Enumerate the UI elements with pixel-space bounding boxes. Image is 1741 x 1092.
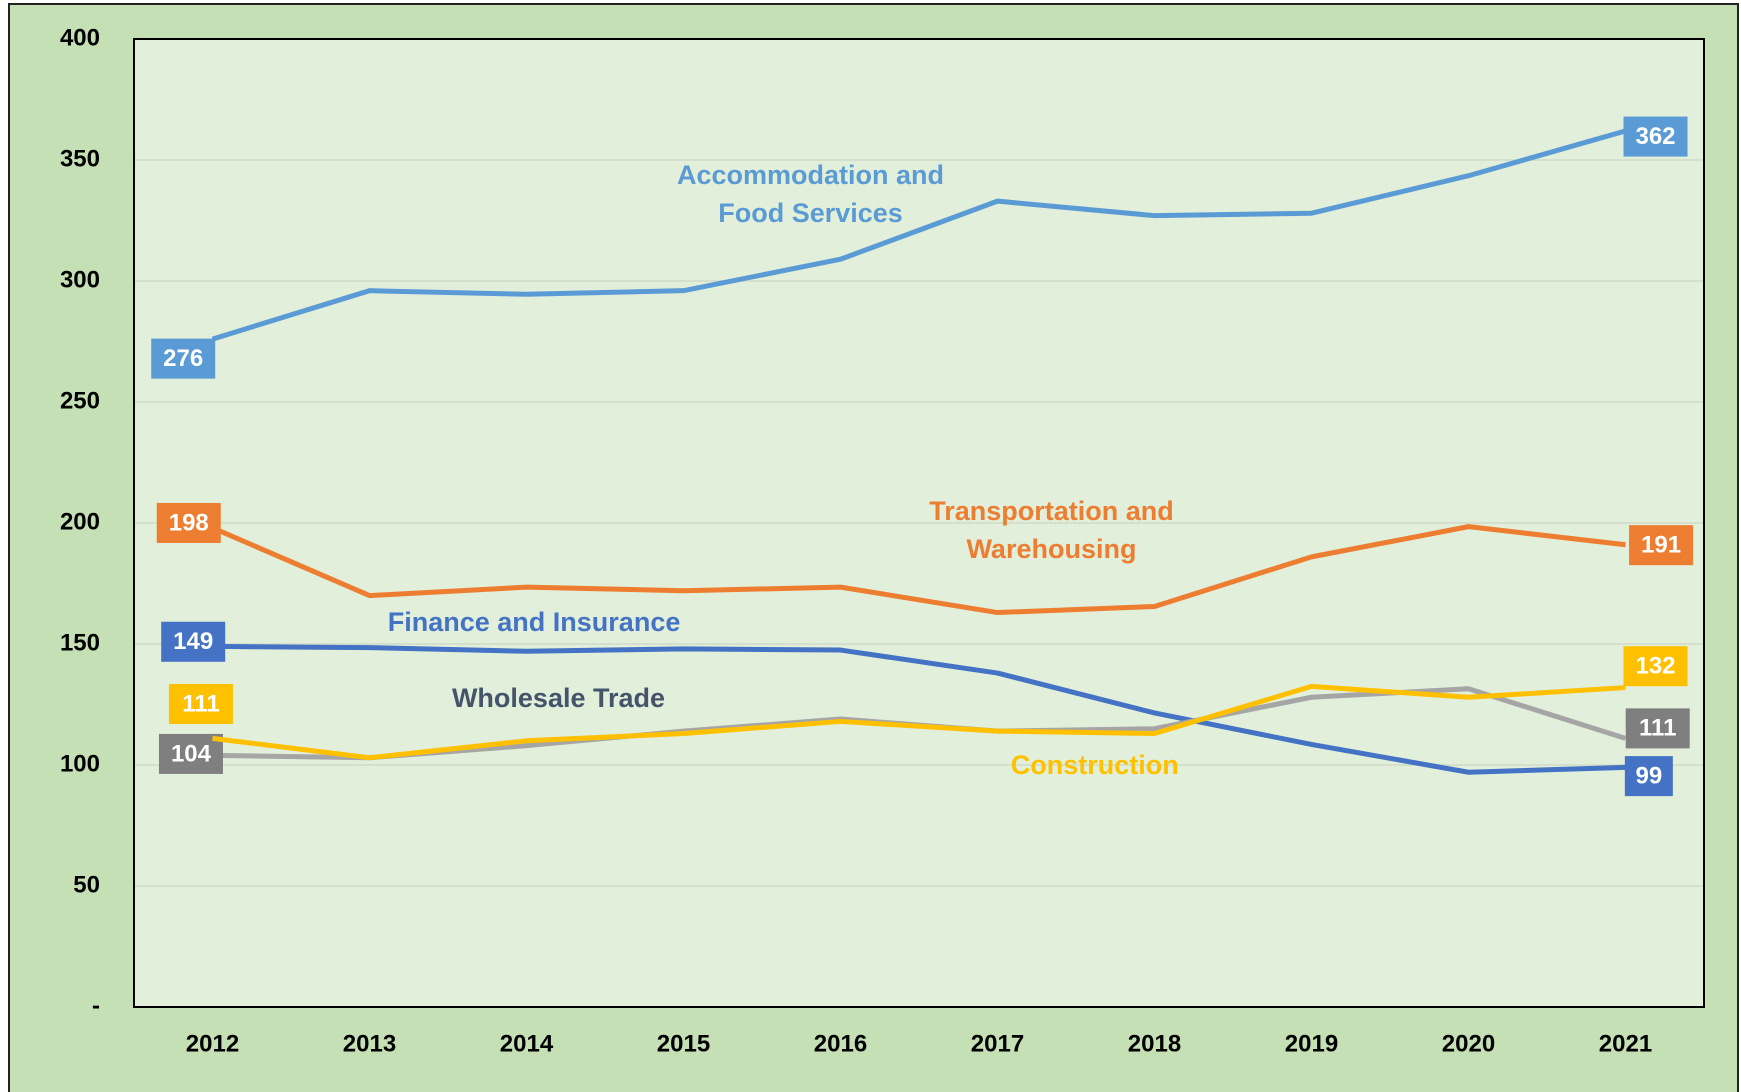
series-name: Construction xyxy=(1010,750,1179,781)
series-name: Transportation and Warehousing xyxy=(929,495,1174,564)
data-label: 99 xyxy=(1635,762,1662,789)
x-tick-label: 2013 xyxy=(343,1030,396,1057)
x-tick-label: 2016 xyxy=(814,1030,867,1057)
data-label-box xyxy=(1629,525,1694,566)
data-label-box xyxy=(1624,756,1673,797)
data-label-box xyxy=(151,338,216,379)
y-tick-label: 300 xyxy=(60,266,100,293)
x-tick-label: 2014 xyxy=(500,1030,554,1057)
x-tick-label: 2020 xyxy=(1442,1030,1495,1057)
plot-border xyxy=(133,38,1705,1008)
y-tick-label: 150 xyxy=(60,629,100,656)
x-tick-label: 2018 xyxy=(1128,1030,1181,1057)
data-label-box xyxy=(168,683,233,724)
x-tick-label: 2015 xyxy=(657,1030,710,1057)
data-label-box xyxy=(1625,708,1690,749)
data-label-box xyxy=(1623,646,1688,687)
x-tick-label: 2021 xyxy=(1599,1030,1652,1057)
series-line xyxy=(212,643,1626,775)
data-label-box xyxy=(161,621,226,662)
y-tick-label: 100 xyxy=(60,750,100,777)
y-tick-label: 200 xyxy=(60,508,100,535)
data-label: 191 xyxy=(1641,532,1681,559)
data-label: 198 xyxy=(169,509,209,536)
y-tick-label: 250 xyxy=(60,387,100,414)
y-tick-label: 400 xyxy=(60,24,100,51)
x-tick-label: 2019 xyxy=(1285,1030,1338,1057)
series-line xyxy=(211,128,1627,342)
data-label-box xyxy=(1623,116,1688,157)
series-line xyxy=(212,683,1626,761)
series-name: Finance and Insurance xyxy=(387,606,681,637)
y-tick-label: - xyxy=(92,992,100,1019)
y-tick-label: 50 xyxy=(73,871,100,898)
y-tick-label: 350 xyxy=(60,145,100,172)
series-name: Wholesale Trade xyxy=(451,683,666,714)
x-tick-label: 2012 xyxy=(186,1030,239,1057)
data-label: 132 xyxy=(1635,653,1675,680)
data-label: 104 xyxy=(171,740,212,767)
data-label-box xyxy=(156,502,221,543)
series-name: Accommodation and Food Services xyxy=(677,160,945,229)
series-line xyxy=(211,524,1626,616)
x-tick-label: 2017 xyxy=(971,1030,1024,1057)
data-label: 149 xyxy=(173,628,213,655)
data-label: 111 xyxy=(1639,715,1676,742)
data-label: 111 xyxy=(182,690,219,717)
data-label: 362 xyxy=(1635,123,1675,150)
data-label: 276 xyxy=(163,345,203,372)
